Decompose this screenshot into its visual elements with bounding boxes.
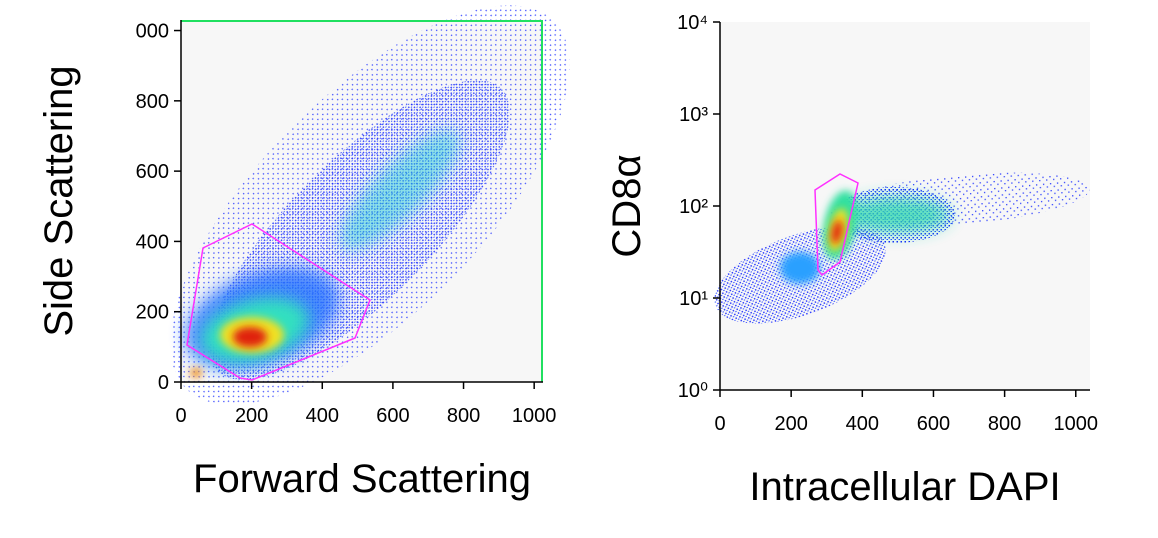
x-axis-title: Intracellular DAPI <box>749 465 1060 509</box>
y-tick-label: 800 <box>136 91 169 113</box>
x-tick-label: 600 <box>917 413 950 435</box>
density-cloud <box>170 5 570 405</box>
y-axis-title: CD8α <box>605 154 649 257</box>
y-tick-label: 10⁰ <box>678 380 708 402</box>
x-tick-label: 1000 <box>1054 413 1099 435</box>
x-tick-label: 1000 <box>512 405 557 427</box>
y-tick-label: 10² <box>679 196 708 218</box>
x-tick-label: 400 <box>846 413 879 435</box>
y-tick-label: 600 <box>136 161 169 183</box>
y-tick-label: 400 <box>136 231 169 253</box>
x-tick-label: 200 <box>774 413 807 435</box>
density-cloud <box>714 172 1090 324</box>
y-axis-title: Side Scattering <box>37 65 81 336</box>
x-tick-label: 0 <box>714 413 725 435</box>
gate <box>814 173 859 277</box>
gate <box>186 223 371 381</box>
x-tick-label: 400 <box>306 405 339 427</box>
x-tick-label: 0 <box>175 405 186 427</box>
y-tick-label: 10⁴ <box>677 12 708 34</box>
y-tick-label: 0 <box>158 372 169 394</box>
x-tick-label: 800 <box>447 405 480 427</box>
y-tick-label: 200 <box>136 302 169 324</box>
y-tick-label: 10¹ <box>679 288 708 310</box>
x-tick-label: 800 <box>988 413 1021 435</box>
y-tick-label: 000 <box>136 21 169 43</box>
y-tick-label: 10³ <box>679 104 708 126</box>
x-axis-title: Forward Scattering <box>193 457 531 501</box>
x-tick-label: 200 <box>235 405 268 427</box>
x-tick-label: 600 <box>376 405 409 427</box>
